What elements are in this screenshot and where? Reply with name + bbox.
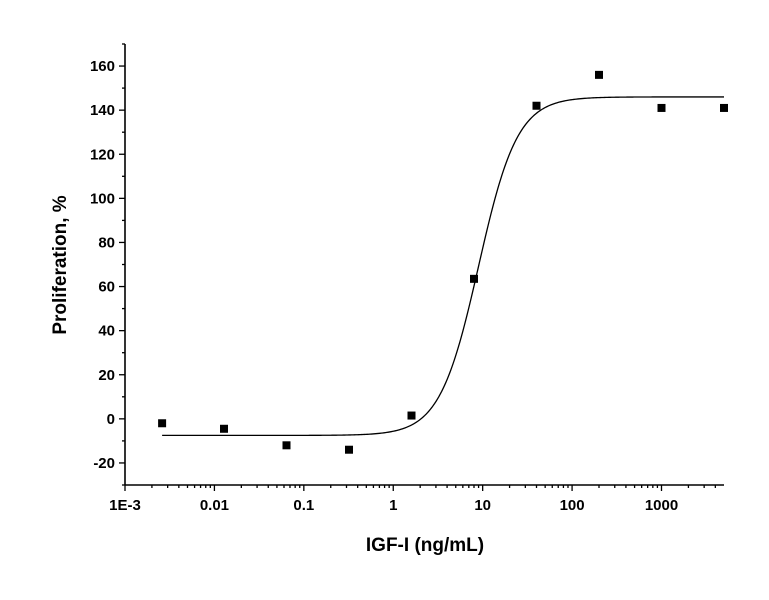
x-tick-label: 1000 (645, 497, 678, 514)
data-point (220, 424, 229, 433)
tick-labels: -20 0 20 40 60 80 100 120 140 160 1E-3 0.01 0.1 1 10 10… (90, 58, 678, 514)
data-point (470, 274, 479, 283)
data-point (158, 419, 167, 428)
x-tick-label: 100 (560, 497, 585, 514)
data-point (282, 441, 291, 450)
data-points (158, 70, 728, 454)
y-tick-label: 20 (98, 367, 115, 384)
data-point (532, 101, 541, 110)
y-axis-title: Proliferation, % (50, 195, 71, 334)
y-tick-label: 160 (90, 58, 115, 75)
data-point (345, 445, 354, 454)
y-tick-label: 120 (90, 146, 115, 163)
y-tick-label: 140 (90, 102, 115, 119)
ticks (119, 43, 716, 491)
x-tick-label: 0.1 (293, 497, 314, 514)
x-axis-title: IGF-I (ng/mL) (366, 535, 484, 556)
fit-curve (162, 96, 724, 437)
y-tick-label: -20 (93, 455, 115, 472)
y-tick-label: 0 (107, 411, 115, 428)
data-point (657, 103, 666, 112)
x-tick-label: 0.01 (200, 497, 229, 514)
x-tick-label: 1 (389, 497, 397, 514)
y-tick-label: 80 (98, 234, 115, 251)
axes (124, 44, 724, 486)
x-tick-label: 1E-3 (109, 497, 141, 514)
x-tick-label: 10 (474, 497, 491, 514)
y-tick-label: 100 (90, 190, 115, 207)
y-tick-label: 40 (98, 323, 115, 340)
data-point (595, 70, 604, 79)
data-point (407, 411, 416, 420)
data-point (720, 103, 728, 112)
y-tick-label: 60 (98, 279, 115, 296)
